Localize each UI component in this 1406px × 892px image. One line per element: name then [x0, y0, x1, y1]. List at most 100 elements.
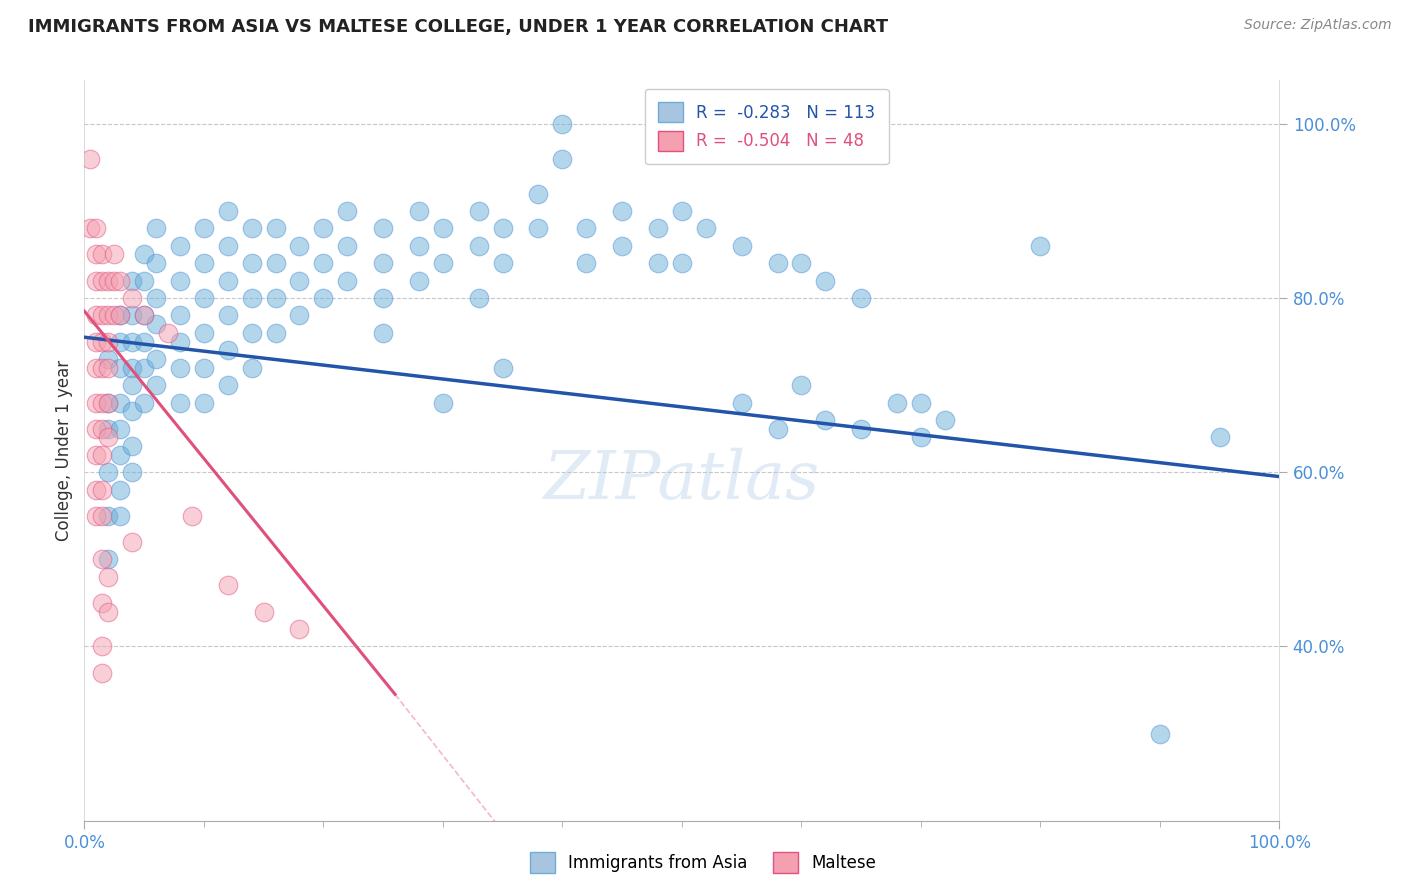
Point [193, 395, 215, 409]
Point [132, 247, 156, 261]
Point [91, 596, 114, 610]
Point [814, 274, 837, 288]
Text: ZIPatlas: ZIPatlas [544, 448, 820, 513]
Point [145, 256, 167, 270]
Point [169, 274, 191, 288]
Point [432, 395, 454, 409]
Point [86, 395, 108, 409]
Point [86, 334, 108, 349]
Point [492, 360, 515, 375]
Point [551, 152, 574, 166]
Point [91, 422, 114, 436]
Point [169, 395, 191, 409]
Point [288, 274, 311, 288]
Legend: R =  -0.283   N = 113, R =  -0.504   N = 48: R = -0.283 N = 113, R = -0.504 N = 48 [644, 88, 889, 164]
Text: Source: ZipAtlas.com: Source: ZipAtlas.com [1244, 18, 1392, 32]
Point [132, 274, 156, 288]
Point [91, 665, 114, 680]
Point [264, 291, 287, 305]
Point [121, 439, 143, 453]
Point [193, 291, 215, 305]
Point [110, 508, 132, 523]
Point [910, 430, 932, 444]
Point [169, 309, 191, 323]
Point [132, 395, 156, 409]
Point [790, 256, 813, 270]
Point [181, 508, 204, 523]
Point [288, 309, 311, 323]
Point [169, 360, 191, 375]
Point [240, 221, 263, 235]
Point [312, 221, 335, 235]
Point [312, 256, 335, 270]
Point [193, 326, 215, 340]
Point [612, 239, 634, 253]
Point [432, 221, 454, 235]
Point [527, 186, 550, 201]
Point [86, 483, 108, 497]
Point [97, 552, 120, 566]
Point [671, 256, 693, 270]
Point [110, 334, 132, 349]
Point [695, 221, 717, 235]
Point [132, 309, 156, 323]
Point [1029, 239, 1052, 253]
Point [121, 465, 143, 479]
Point [373, 256, 395, 270]
Point [336, 274, 359, 288]
Point [145, 378, 167, 392]
Point [121, 309, 143, 323]
Point [97, 395, 120, 409]
Point [132, 334, 156, 349]
Point [910, 395, 932, 409]
Point [121, 535, 143, 549]
Point [91, 274, 114, 288]
Point [647, 256, 669, 270]
Point [264, 221, 287, 235]
Point [217, 578, 239, 592]
Point [408, 239, 430, 253]
Point [408, 274, 430, 288]
Point [492, 256, 515, 270]
Point [103, 247, 125, 261]
Point [612, 203, 634, 218]
Point [193, 221, 215, 235]
Point [91, 448, 114, 462]
Point [240, 326, 263, 340]
Point [97, 465, 120, 479]
Point [288, 239, 311, 253]
Point [217, 378, 239, 392]
Point [110, 422, 132, 436]
Point [851, 291, 873, 305]
Point [86, 247, 108, 261]
Point [575, 256, 598, 270]
Point [121, 360, 143, 375]
Point [240, 360, 263, 375]
Point [934, 413, 956, 427]
Point [193, 360, 215, 375]
Point [97, 274, 120, 288]
Point [79, 221, 101, 235]
Point [97, 395, 120, 409]
Point [97, 605, 120, 619]
Point [121, 404, 143, 418]
Point [97, 570, 120, 584]
Point [731, 395, 754, 409]
Point [193, 256, 215, 270]
Point [145, 351, 167, 366]
Point [110, 360, 132, 375]
Point [121, 334, 143, 349]
Point [91, 309, 114, 323]
Legend: Immigrants from Asia, Maltese: Immigrants from Asia, Maltese [523, 846, 883, 880]
Point [145, 317, 167, 331]
Point [312, 291, 335, 305]
Y-axis label: College, Under 1 year: College, Under 1 year [55, 359, 73, 541]
Point [731, 239, 754, 253]
Point [103, 274, 125, 288]
Point [121, 378, 143, 392]
Point [97, 360, 120, 375]
Point [217, 309, 239, 323]
Point [264, 326, 287, 340]
Point [551, 117, 574, 131]
Point [86, 360, 108, 375]
